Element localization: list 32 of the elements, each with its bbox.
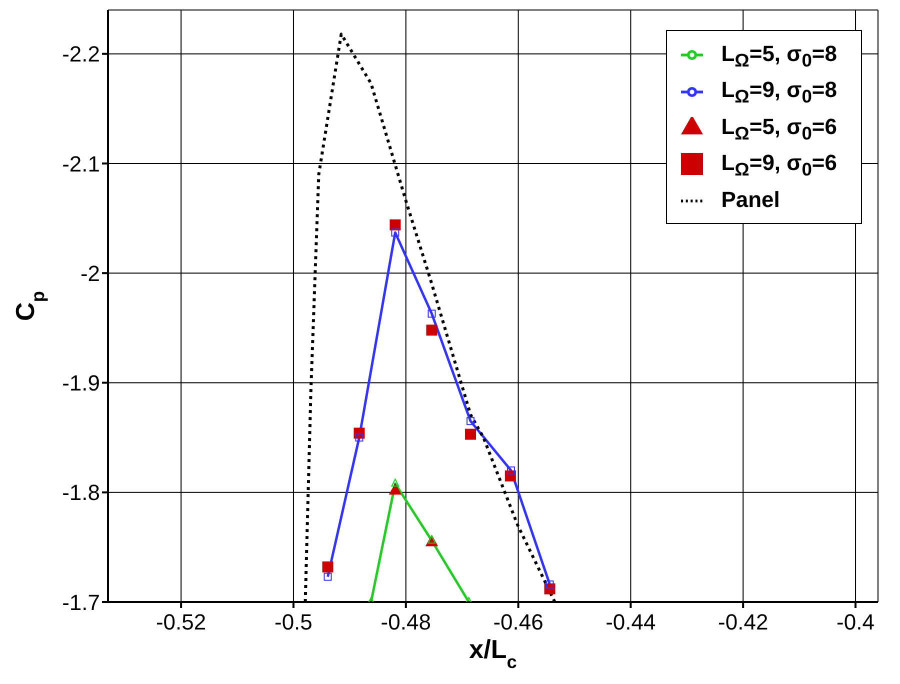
point [391,478,400,487]
point [322,561,334,572]
point [465,428,476,440]
y-tick-label: -2.2 [62,42,100,67]
point [389,484,402,495]
x-tick-label: -0.42 [718,610,768,635]
point [391,228,400,237]
point [506,466,515,474]
legend-label: L$_{Ω}$=5, σ$_{0}$=6 [721,114,837,144]
x-tick-label: -0.52 [156,610,206,635]
y-tick-label: -2 [80,260,100,286]
x-tick-label: -0.46 [493,610,544,635]
y-tick-label: -2.1 [62,151,100,176]
legend-label: Panel [721,186,780,212]
x-tick-label: -0.44 [606,610,656,635]
x-tick-label: -0.4 [836,610,874,635]
point [426,324,438,336]
point [324,572,332,581]
legend-label: L$_{Ω}$=5, σ$_{0}$=8 [721,41,837,70]
y-tick-label: -1.8 [62,480,100,506]
point [390,219,401,230]
x-tick-label: -0.5 [274,610,312,635]
point [466,417,475,426]
x-tick-label: -0.48 [380,610,431,635]
legend-label: L$_{Ω}$=9, σ$_{0}$=6 [721,150,837,180]
y-tick-label: -1.9 [62,370,100,396]
point [355,434,364,442]
x-axis-title: x/L$_{c}$ [469,634,517,672]
legend-label: L$_{Ω}$=9, σ$_{0}$=8 [721,77,837,107]
point [428,310,436,318]
point [546,580,554,588]
y-tick-label: -1.7 [62,590,100,615]
